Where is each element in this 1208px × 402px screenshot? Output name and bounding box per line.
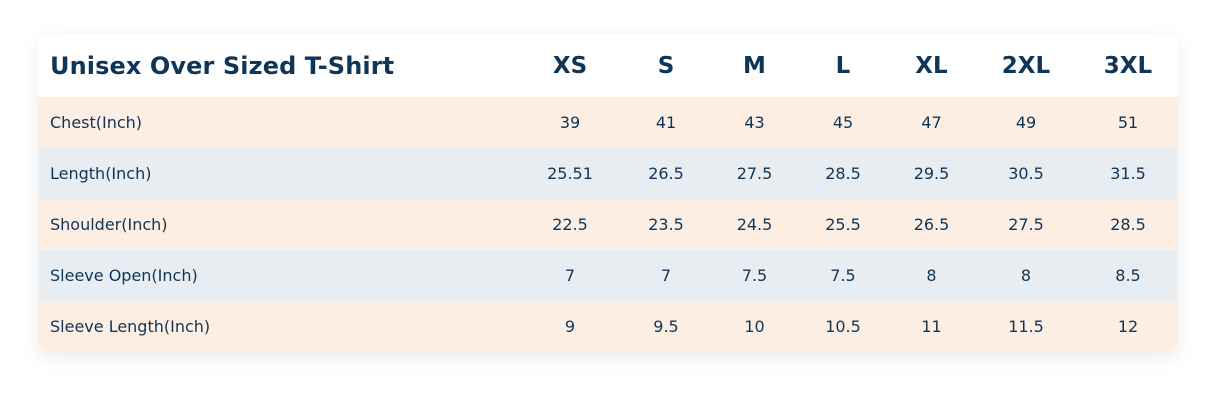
table-row-sleeve-length: Sleeve Length(Inch) 9 9.5 10 10.5 11 11.… <box>38 301 1178 352</box>
table-cell: 28.5 <box>1110 215 1146 234</box>
table-cell: 25.51 <box>547 164 593 183</box>
table-cell: 8.5 <box>1115 266 1141 285</box>
table-cell: 49 <box>1015 113 1037 132</box>
size-header-m: M <box>743 52 766 79</box>
table-cell: 47 <box>921 113 942 132</box>
table-row-length: Length(Inch) 25.51 26.5 27.5 28.5 29.5 3… <box>38 148 1178 199</box>
size-chart-card: Unisex Over Sized T-Shirt XS S M L XL 2X… <box>38 34 1178 352</box>
table-cell: 8 <box>926 266 937 285</box>
size-header-xs: XS <box>552 52 588 79</box>
table-cell: 9 <box>564 317 576 336</box>
table-cell: 24.5 <box>736 215 773 234</box>
table-cell: 43 <box>744 113 765 132</box>
header-row: Unisex Over Sized T-Shirt XS S M L XL 2X… <box>38 34 1178 97</box>
table-cell: 26.5 <box>648 164 684 183</box>
table-cell: 10 <box>744 317 765 336</box>
table-cell: 10.5 <box>825 317 861 336</box>
table-cell: 9.5 <box>653 317 679 336</box>
table-row-shoulder: Shoulder(Inch) 22.5 23.5 24.5 25.5 26.5 … <box>38 199 1178 250</box>
table-row-sleeve-open: Sleeve Open(Inch) 7 7 7.5 7.5 8 8 8.5 <box>38 250 1178 301</box>
size-header-s: S <box>657 52 675 79</box>
table-cell: 51 <box>1117 113 1139 132</box>
table-cell: 26.5 <box>913 215 950 234</box>
row-label: Length(Inch) <box>50 164 152 183</box>
table-cell: 41 <box>655 113 677 132</box>
table-cell: 29.5 <box>913 164 950 183</box>
table-cell: 39 <box>559 113 581 132</box>
table-cell: 27.5 <box>736 164 773 183</box>
table-cell: 12 <box>1117 317 1139 336</box>
table-cell: 8 <box>1020 266 1032 285</box>
table-cell: 31.5 <box>1110 164 1146 183</box>
size-header-3xl: 3XL <box>1103 52 1153 79</box>
table-row-chest: Chest(Inch) 39 41 43 45 47 49 51 <box>38 97 1178 148</box>
size-header-2xl: 2XL <box>1001 52 1051 79</box>
size-header-xl: XL <box>915 52 948 79</box>
table-cell: 7 <box>564 266 576 285</box>
table-cell: 11.5 <box>1008 317 1044 336</box>
table-cell: 11 <box>921 317 942 336</box>
row-label: Shoulder(Inch) <box>50 215 168 234</box>
row-label: Sleeve Length(Inch) <box>50 317 211 336</box>
table-cell: 27.5 <box>1008 215 1044 234</box>
size-chart-table: Unisex Over Sized T-Shirt XS S M L XL 2X… <box>38 34 1178 352</box>
row-label: Sleeve Open(Inch) <box>50 266 198 285</box>
table-cell: 30.5 <box>1008 164 1044 183</box>
size-header-l: L <box>835 52 851 79</box>
table-cell: 25.5 <box>825 215 861 234</box>
table-cell: 45 <box>832 113 854 132</box>
table-cell: 28.5 <box>825 164 861 183</box>
table-cell: 7 <box>660 266 672 285</box>
table-cell: 7.5 <box>741 266 768 285</box>
row-label: Chest(Inch) <box>50 113 143 132</box>
table-cell: 22.5 <box>552 215 588 234</box>
table-cell: 7.5 <box>830 266 856 285</box>
table-title: Unisex Over Sized T-Shirt <box>50 51 395 80</box>
table-cell: 23.5 <box>648 215 684 234</box>
